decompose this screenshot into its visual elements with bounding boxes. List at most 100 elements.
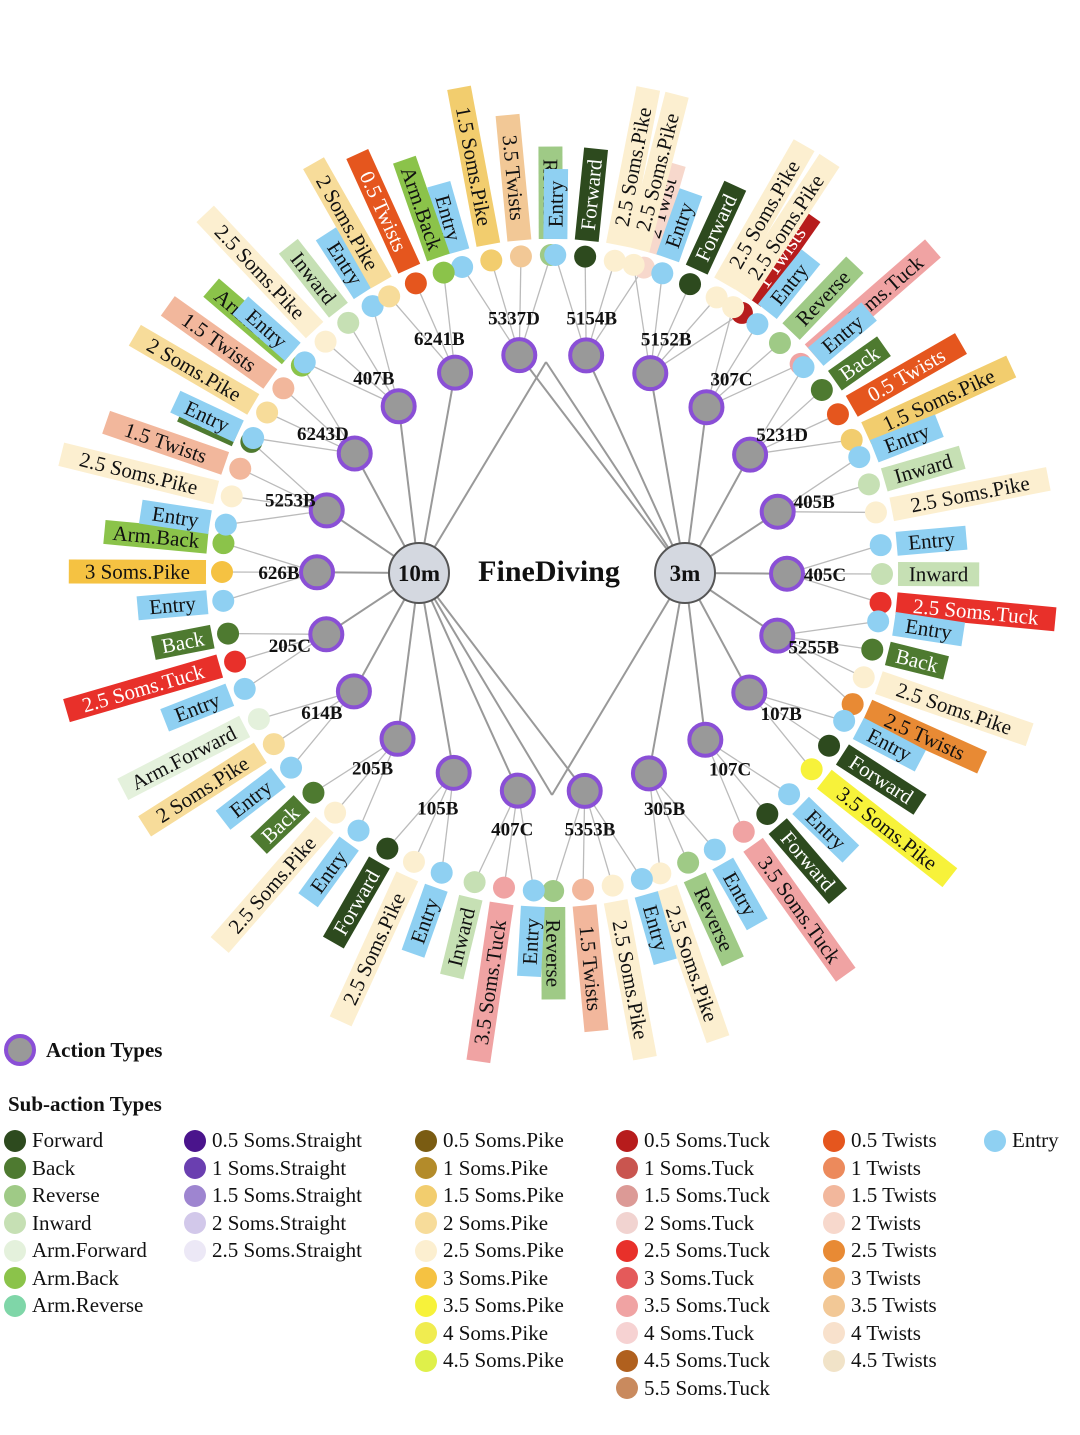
subaction-dot: [212, 589, 235, 612]
action-code-label: 5231D: [756, 425, 808, 446]
legend-item: Entry: [984, 1127, 1059, 1155]
action-code-label: 5152B: [641, 330, 692, 351]
subaction-dot: [869, 534, 892, 557]
action-code-label: 5154B: [566, 309, 617, 330]
subaction-tag-box: [603, 899, 657, 1061]
subaction-dot: [864, 501, 887, 524]
subaction-tag-box: [102, 410, 230, 475]
hub-link: [418, 572, 553, 796]
legend-column-tuck: 0.5 Soms.Tuck 1 Soms.Tuck 1.5 Soms.Tuck 2 S…: [616, 1127, 770, 1402]
subaction-dot: [649, 862, 672, 885]
subaction-tag-box: [574, 147, 608, 242]
subaction-dot: [247, 708, 270, 731]
subaction-dot: [214, 513, 237, 536]
action-code-label: 205C: [269, 636, 311, 657]
legend-item: 1.5 Twists: [823, 1182, 937, 1210]
subaction-tag-box: [897, 562, 980, 587]
subaction-tag-box: [215, 767, 286, 830]
legend-label: 3 Soms.Tuck: [644, 1265, 755, 1290]
legend-item: Back: [4, 1155, 147, 1183]
subaction-tag-box: [466, 901, 514, 1064]
action-code-label: 105B: [417, 798, 459, 819]
legend-item: 1 Soms.Pike: [415, 1155, 564, 1183]
legend-item: 3 Soms.Pike: [415, 1265, 564, 1293]
action-code-label: 305B: [644, 799, 686, 820]
subaction-dot: [679, 273, 702, 296]
action-code-label: 107B: [761, 704, 803, 725]
subaction-tag-box: [541, 906, 566, 1000]
legend-item: 1.5 Soms.Pike: [415, 1182, 564, 1210]
legend-label: 2.5 Soms.Straight: [212, 1238, 362, 1263]
subaction-dot: [677, 851, 700, 874]
subaction-dot: [630, 867, 653, 890]
subaction-dot: [792, 356, 815, 379]
subaction-tag: Entry: [517, 905, 545, 978]
subaction-tag-box: [63, 654, 224, 723]
action-link: [585, 354, 686, 574]
legend-label: 2.5 Soms.Tuck: [644, 1238, 770, 1263]
subaction-tag-box: [895, 525, 968, 556]
legend-swatch: [415, 1267, 437, 1290]
legend-item: Forward: [4, 1127, 147, 1155]
subaction-dot: [220, 485, 243, 508]
subaction-tag-box: [427, 180, 470, 255]
action-code-label: 407C: [491, 819, 533, 840]
subaction-tag-box: [517, 905, 545, 978]
legend-swatch: [4, 1267, 26, 1290]
subaction-tag: Reverse: [541, 906, 566, 1000]
subaction-dot: [378, 285, 401, 308]
subaction-dot: [522, 879, 545, 902]
subaction-tag-label: Entry: [518, 917, 545, 965]
subaction-tag-box: [160, 683, 235, 732]
legend-swatch: [823, 1129, 845, 1152]
subaction-dot: [818, 734, 841, 757]
subaction-dot: [869, 591, 892, 614]
subaction-tag-box: [346, 149, 421, 274]
subaction-tag: 3 Soms.Pike: [68, 559, 207, 584]
subaction-dot: [376, 837, 399, 860]
legend-item: 2.5 Soms.Straight: [184, 1237, 362, 1265]
subaction-tag-label: Entry: [406, 894, 444, 946]
subaction-tag-box: [210, 816, 334, 953]
subaction-dot: [480, 249, 503, 272]
action-link: [418, 372, 457, 574]
subaction-dot: [542, 879, 565, 902]
subaction-tag-box: [634, 891, 677, 966]
subaction-dot: [404, 272, 427, 295]
legend-swatch: [616, 1377, 638, 1400]
subaction-dot: [833, 709, 856, 732]
subaction-dot: [293, 351, 316, 374]
action-code-label: 107C: [709, 760, 751, 781]
subaction-tag-box: [315, 227, 374, 300]
legend-item: Inward: [4, 1210, 147, 1238]
action-node: [687, 721, 724, 758]
subaction-tag-label: 1.5 Twists: [575, 924, 607, 1012]
action-code-label: 407B: [353, 368, 395, 389]
subaction-link: [649, 312, 743, 374]
action-types-label: Action Types: [46, 1037, 163, 1062]
subaction-tag-label: Back: [893, 644, 941, 678]
subaction-tag-box: [495, 113, 532, 242]
legend-label: 4.5 Soms.Tuck: [644, 1348, 770, 1373]
spokes-layer: [221, 254, 883, 892]
action-node: [380, 388, 417, 425]
legend-label: Arm.Reverse: [32, 1293, 144, 1318]
hub-10m-label: 10m: [398, 561, 440, 586]
subaction-dot: [451, 256, 474, 279]
subaction-tag-label: Inward: [891, 449, 955, 489]
subaction-tag-box: [572, 904, 609, 1033]
subaction-tag: 1.5 Twists: [572, 904, 609, 1033]
subaction-tag-box: [128, 324, 260, 415]
action-node: [299, 554, 336, 591]
legend-column-body: Forward Back Reverse Inward Arm.Forward Arm.B…: [4, 1127, 147, 1320]
subaction-dot: [870, 563, 893, 586]
legend-item: Reverse: [4, 1182, 147, 1210]
legend-swatch: [184, 1184, 206, 1207]
subaction-tag-box: [685, 180, 747, 275]
legend-swatch: [616, 1349, 638, 1372]
subaction-dot: [703, 838, 726, 861]
subaction-dot: [622, 253, 645, 276]
subaction-dot: [272, 377, 295, 400]
action-types-key: Action Types: [4, 1034, 162, 1066]
legend-item: 4 Soms.Pike: [415, 1320, 564, 1348]
